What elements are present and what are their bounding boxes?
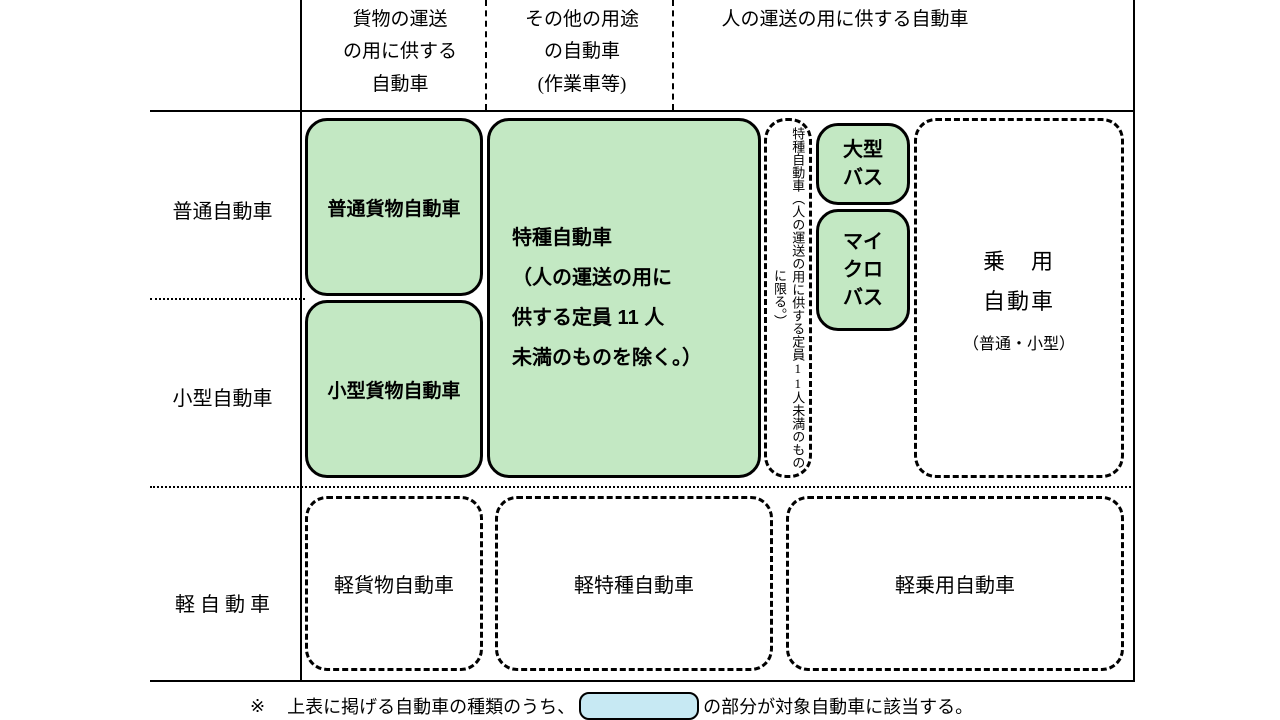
row-label-kei: 軽 自 動 車 [150, 588, 295, 617]
box-keikamotsu-label: 軽貨物自動車 [334, 569, 454, 598]
diagram-canvas: 貨物の運送 の用に供する 自動車 その他の用途 の自動車 (作業車等) 人の運送… [150, 0, 1135, 680]
box-tokushu-small: 特種自動車（人の運送の用に供する定員11人未満のものに限る。） [764, 118, 812, 478]
box-keijoyou: 軽乗用自動車 [786, 496, 1124, 671]
box-tokushu-label: 特種自動車 （人の運送の用に 供する定員 11 人 未満のものを除く。） [512, 218, 702, 378]
footnote-post: の部分が対象自動車に該当する。 [703, 693, 973, 719]
box-futsukamotsu: 普通貨物自動車 [305, 118, 483, 296]
box-kogatakamotsu-label: 小型貨物自動車 [327, 376, 460, 403]
box-kogatakamotsu: 小型貨物自動車 [305, 300, 483, 478]
box-keikamotsu: 軽貨物自動車 [305, 496, 483, 671]
gridline-v0 [300, 0, 302, 680]
box-tokushu-small-label: 特種自動車（人の運送の用に供する定員11人未満のものに限る。） [770, 121, 806, 475]
box-oogata-bus: 大型 バス [816, 123, 910, 205]
box-keijoyou-label: 軽乗用自動車 [895, 569, 1015, 598]
box-futsukamotsu-label: 普通貨物自動車 [327, 194, 460, 221]
box-microbus-label: マイ クロ バス [843, 228, 883, 312]
row-label-kogata: 小型自動車 [150, 382, 295, 411]
legend-swatch [579, 692, 699, 720]
footnote-mark: ※ [250, 696, 265, 717]
box-microbus: マイ クロ バス [816, 209, 910, 331]
gridline-v2 [672, 0, 674, 110]
box-keitokushu-label: 軽特種自動車 [574, 569, 694, 598]
gridline-bottom [150, 680, 1135, 682]
box-joyou-title: 乗 用 自動車 [983, 242, 1055, 321]
gridline-v1 [485, 0, 487, 110]
header-col2: その他の用途 の自動車 (作業車等) [492, 4, 672, 101]
gridline-r1r2 [150, 298, 305, 300]
row-label-futsu: 普通自動車 [150, 195, 295, 224]
footnote: ※ 上表に掲げる自動車の種類のうち、 の部分が対象自動車に該当する。 [250, 692, 973, 720]
gridline-header [150, 110, 1135, 112]
box-tokushu: 特種自動車 （人の運送の用に 供する定員 11 人 未満のものを除く。） [487, 118, 761, 478]
gridline-r2r3 [150, 486, 1135, 488]
footnote-pre: 上表に掲げる自動車の種類のうち、 [287, 693, 575, 719]
header-col1: 貨物の運送 の用に供する 自動車 [310, 4, 490, 101]
gridline-right [1133, 0, 1135, 680]
box-joyou: 乗 用 自動車 （普通・小型） [914, 118, 1124, 478]
header-col3: 人の運送の用に供する自動車 [685, 4, 1005, 36]
box-oogata-bus-label: 大型 バス [843, 136, 883, 192]
box-joyou-sub: （普通・小型） [963, 330, 1075, 354]
box-keitokushu: 軽特種自動車 [495, 496, 773, 671]
